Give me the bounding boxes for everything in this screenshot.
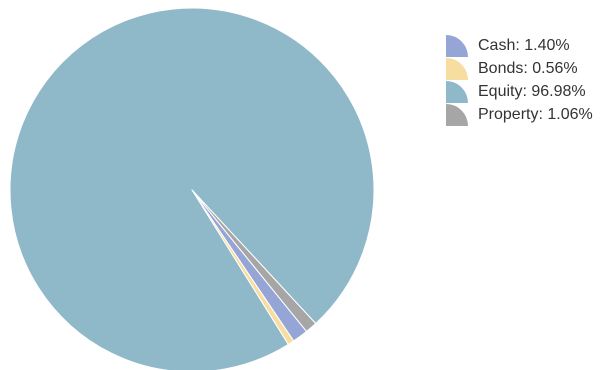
legend-label-cash: Cash: 1.40%	[478, 36, 570, 54]
legend-swatch-equity	[446, 80, 468, 103]
legend-label-property: Property: 1.06%	[478, 105, 593, 123]
legend-swatch-property-shape	[446, 103, 468, 126]
pie-slice-equity[interactable]	[9, 7, 375, 370]
legend-item-equity[interactable]: Equity: 96.98%	[446, 80, 593, 103]
legend-swatch-cash	[446, 34, 468, 57]
legend-item-cash[interactable]: Cash: 1.40%	[446, 34, 593, 57]
legend-item-property[interactable]: Property: 1.06%	[446, 103, 593, 126]
legend-label-bonds: Bonds: 0.56%	[478, 59, 578, 77]
legend: Cash: 1.40% Bonds: 0.56% Equity: 96.98% …	[446, 34, 593, 126]
legend-swatch-cash-shape	[446, 34, 468, 57]
legend-swatch-bonds	[446, 57, 468, 80]
legend-swatch-bonds-shape	[446, 57, 468, 80]
legend-swatch-property	[446, 103, 468, 126]
pie-slice-property[interactable]	[191, 189, 317, 332]
legend-label-equity: Equity: 96.98%	[478, 82, 586, 100]
legend-swatch-equity-shape	[446, 80, 468, 103]
legend-item-bonds[interactable]: Bonds: 0.56%	[446, 57, 593, 80]
